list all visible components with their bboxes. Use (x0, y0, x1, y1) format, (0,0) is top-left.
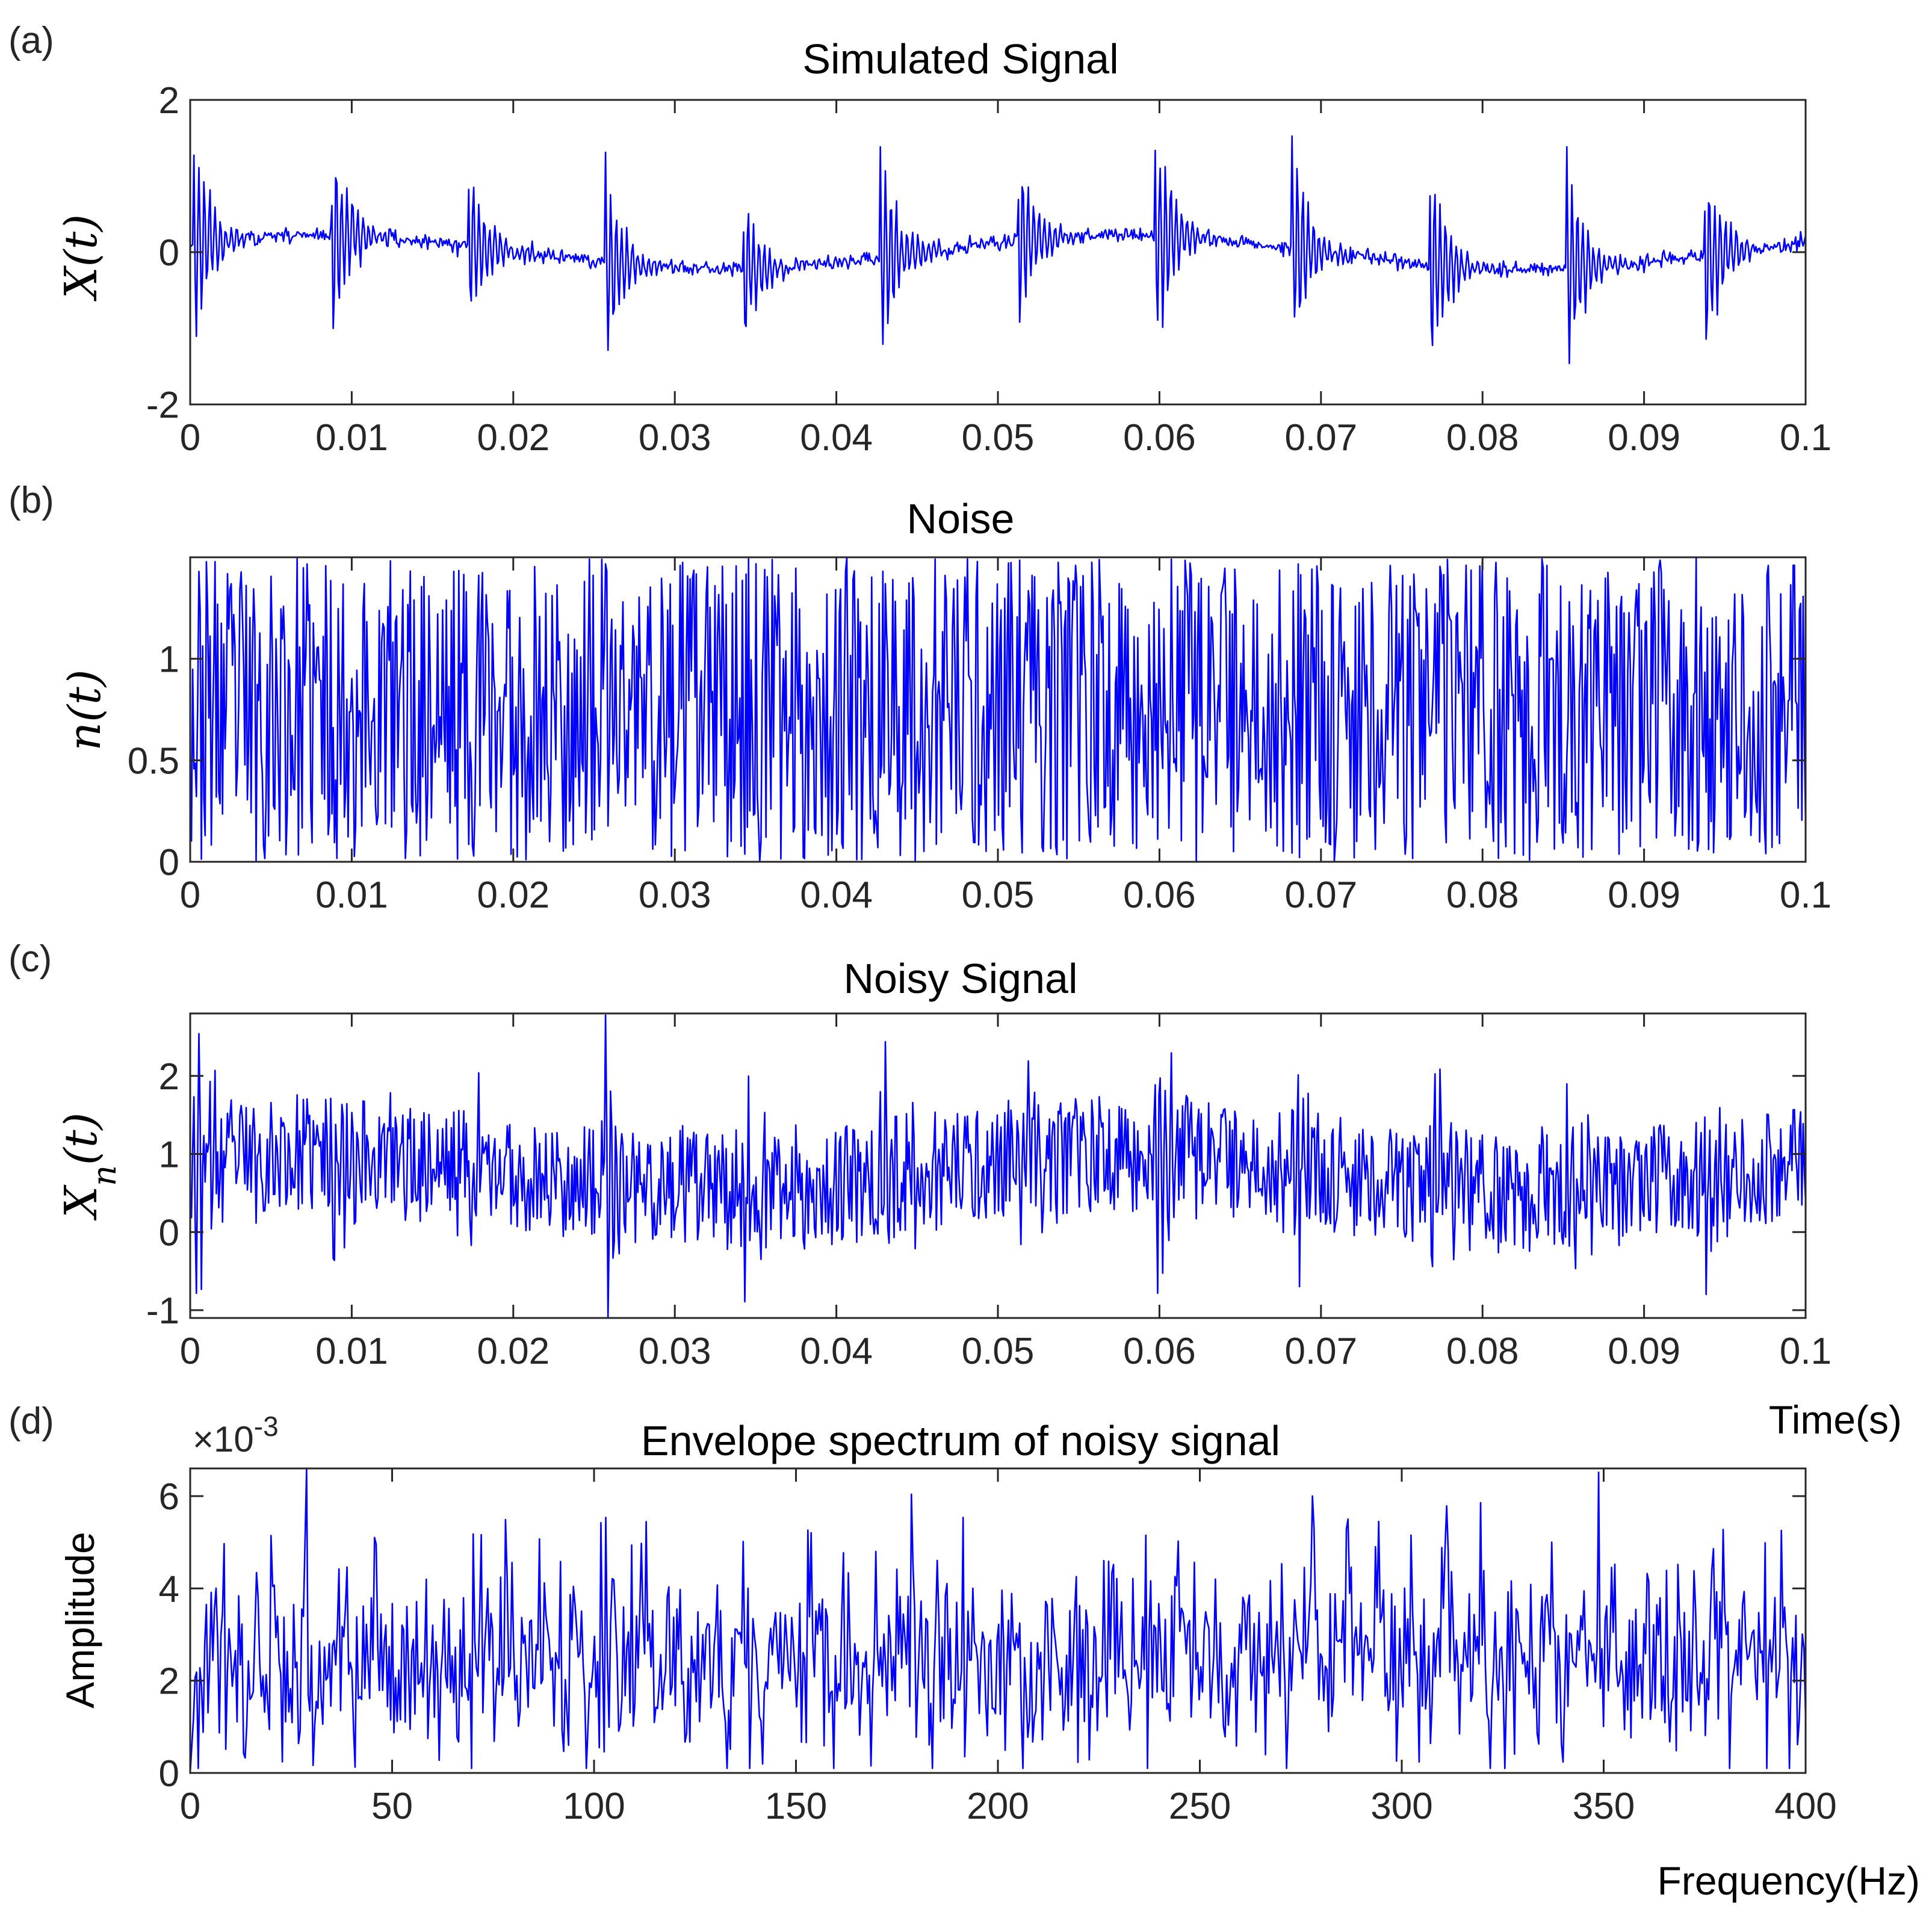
x-tick-label: 0.07 (1284, 417, 1357, 459)
panel-a-axes-box (189, 99, 1807, 406)
panel-d-exponent-multiplier: ×10-3 (193, 1411, 279, 1459)
x-tick-label: 0.01 (315, 417, 388, 459)
x-tick-label: 0.1 (1780, 1331, 1831, 1372)
x-tick-label: 0.05 (962, 417, 1035, 459)
x-tick-label: 0.09 (1608, 1331, 1680, 1372)
panel-b: (b) Noise 0 0.01 0.02 0.03 0.04 0.05 0.06 0.07 0… (8, 480, 1831, 916)
y-tick-label: 0 (159, 842, 179, 883)
x-tick-label: 0.06 (1123, 874, 1196, 916)
panel-a-title: Simulated Signal (802, 36, 1118, 82)
panel-a-ticks: 0 0.01 0.02 0.03 0.04 0.05 0.06 0.07 0.08 0.09 0.1… (146, 80, 1831, 459)
panel-label-a: (a) (8, 20, 54, 61)
y-tick-label: 6 (159, 1476, 179, 1518)
x-tick-label: 100 (563, 1786, 625, 1827)
panel-label-b: (b) (8, 480, 54, 521)
x-tick-label: 0.06 (1123, 417, 1196, 459)
y-tick-label: 2 (159, 1056, 179, 1098)
x-tick-label: 0.1 (1780, 874, 1831, 916)
x-tick-label: 0.02 (477, 417, 550, 459)
panel-d-xlabel: Frequency(Hz) (1658, 1858, 1920, 1903)
y-tick-label: 0.5 (128, 740, 179, 782)
panel-b-plot-area (189, 557, 1807, 862)
x-tick-label: 0.03 (639, 874, 711, 916)
panel-b-title: Noise (907, 495, 1015, 542)
x-tick-label: 0.04 (800, 1331, 873, 1372)
panel-a: (a) Simulated Signal 0 0.01 0.02 0.03 0.04 0.… (8, 20, 1831, 459)
x-tick-label: 0.02 (477, 874, 550, 916)
y-tick-label: -1 (146, 1290, 179, 1332)
x-tick-label: 0.09 (1608, 417, 1680, 459)
x-tick-label: 0.04 (800, 417, 873, 459)
panel-c: (c) Noisy Signal 0 0.01 0.02 0.03 0.04 0.05 0.… (8, 938, 1902, 1442)
y-tick-label: 0 (159, 1753, 179, 1795)
series-line-a (190, 135, 1807, 365)
x-tick-label: 0.09 (1608, 874, 1680, 916)
x-tick-label: 0.08 (1446, 417, 1519, 459)
x-tick-label: 400 (1774, 1786, 1836, 1827)
y-tick-label: 2 (159, 1661, 179, 1703)
x-tick-label: 0.05 (962, 874, 1035, 916)
y-tick-label: 2 (159, 80, 179, 122)
panel-c-xlabel: Time(s) (1769, 1397, 1902, 1442)
x-tick-label: 300 (1370, 1786, 1432, 1827)
x-tick-label: 0.04 (800, 874, 873, 916)
x-tick-label: 0.08 (1446, 874, 1519, 916)
panel-a-plot-area (190, 135, 1807, 365)
panel-c-plot-area (189, 1014, 1807, 1319)
x-tick-label: 0 (180, 1331, 200, 1372)
panel-label-c: (c) (8, 938, 52, 980)
series-line-c (189, 1014, 1807, 1319)
panel-a-ylabel: X(t) (55, 214, 107, 302)
panel-d-title: Envelope spectrum of noisy signal (641, 1417, 1280, 1464)
x-tick-label: 0.1 (1780, 417, 1831, 459)
x-tick-label: 250 (1169, 1786, 1231, 1827)
x-tick-label: 0.06 (1123, 1331, 1196, 1372)
panel-label-d: (d) (8, 1400, 54, 1442)
x-tick-label: 0 (180, 417, 200, 459)
y-tick-label: 1 (159, 639, 179, 681)
y-tick-label: 0 (159, 232, 179, 274)
panel-d-ticks: 0 50 100 150 200 250 300 350 400 0 2 4 6 (159, 1468, 1837, 1827)
panel-b-ticks: 0 0.01 0.02 0.03 0.04 0.05 0.06 0.07 0.08 0.09 0.1… (128, 557, 1831, 916)
panel-c-title: Noisy Signal (843, 955, 1077, 1002)
x-tick-label: 150 (765, 1786, 827, 1827)
panel-c-ylabel: Xn(t) (55, 1113, 123, 1221)
x-tick-label: 0.03 (639, 417, 711, 459)
x-tick-label: 0.03 (639, 1331, 711, 1372)
y-tick-label: 4 (159, 1568, 179, 1610)
panel-b-ylabel: n(t) (59, 669, 111, 750)
panel-d-ylabel: Amplitude (58, 1532, 102, 1709)
x-tick-label: 200 (967, 1786, 1029, 1827)
y-tick-label: -2 (146, 385, 179, 426)
y-tick-label: 1 (159, 1134, 179, 1176)
x-tick-label: 0 (180, 874, 200, 916)
panel-c-ticks: 0 0.01 0.02 0.03 0.04 0.05 0.06 0.07 0.08 0.09 0.1… (146, 1013, 1831, 1372)
panel-d-plot-area (189, 1467, 1807, 1774)
x-tick-label: 0.02 (477, 1331, 550, 1372)
multiplier-base: ×10 (193, 1419, 254, 1459)
series-line-d (189, 1467, 1807, 1774)
x-tick-label: 350 (1573, 1786, 1635, 1827)
x-tick-label: 0.05 (962, 1331, 1035, 1372)
x-tick-label: 0.01 (315, 874, 388, 916)
x-tick-label: 0.01 (315, 1331, 388, 1372)
x-tick-label: 0 (180, 1786, 200, 1827)
panel-d: (d) Envelope spectrum of noisy signal ×1… (8, 1400, 1920, 1903)
x-tick-label: 0.07 (1284, 1331, 1357, 1372)
series-line-b (189, 557, 1807, 862)
y-tick-label: 0 (159, 1212, 179, 1254)
x-tick-label: 0.07 (1284, 874, 1357, 916)
x-tick-label: 0.08 (1446, 1331, 1519, 1372)
x-tick-label: 50 (371, 1786, 413, 1827)
multiplier-exponent: -3 (254, 1411, 279, 1442)
